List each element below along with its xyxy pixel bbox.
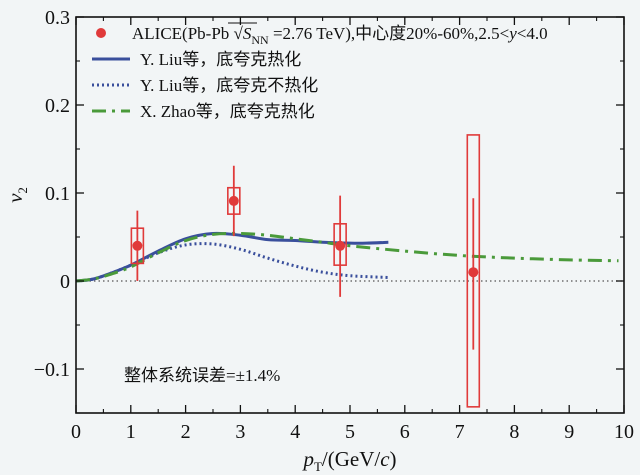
x-axis-title: pT/(GeV/c) (301, 447, 396, 474)
legend-label-dotted: Y. Liu等，底夸克不热化 (140, 76, 318, 95)
legend-label-alice-part: ALICE(Pb-Pb (132, 24, 234, 43)
x-tick-label: 9 (564, 421, 574, 443)
legend-label-alice: ALICE(Pb-Pb √SNN =2.76 TeV),中心度20%-60%,2… (132, 24, 548, 47)
legend-marker-alice (96, 28, 106, 38)
legend: ALICE(Pb-Pb √SNN =2.76 TeV),中心度20%-60%,2… (92, 22, 548, 385)
model-curve-dash-dot (75, 231, 619, 283)
y-tick-label: 0.3 (45, 7, 70, 29)
legend-label-alice-part: √ (234, 24, 244, 43)
x-tick-label: 2 (181, 421, 191, 443)
data-point (132, 240, 143, 251)
legend-label-alice-part: =2.76 TeV),中心度20%-60%,2.5< (269, 24, 510, 43)
data-point (335, 240, 346, 251)
systematic-error-note: 整体系统误差=±1.4% (124, 366, 280, 385)
data-point (468, 267, 479, 278)
x-tick-label: 8 (509, 421, 519, 443)
x-axis-title-part: p (301, 447, 314, 471)
legend-label-solid: Y. Liu等，底夸克热化 (140, 50, 301, 69)
data-points (130, 134, 481, 408)
x-axis-title-part: /(GeV/ (322, 447, 380, 471)
x-tick-label: 7 (455, 421, 465, 443)
legend-label-alice-part: S (243, 24, 252, 43)
x-tick-label: 5 (345, 421, 355, 443)
x-tick-label: 6 (400, 421, 410, 443)
x-tick-label: 4 (290, 421, 300, 443)
x-tick-label: 10 (614, 421, 634, 443)
axis-ticks: 0 1 2 3 4 5 6 7 8 9 10 −0.1 0 0.1 0.2 0.3 (34, 7, 634, 443)
legend-label-alice-part: y (507, 24, 517, 43)
y-axis-title-part: 2 (15, 187, 30, 194)
legend-label-dash-dot: X. Zhao等，底夸克热化 (140, 102, 315, 121)
x-axis-title-part: c (380, 447, 390, 471)
systematic-error-box (466, 134, 481, 408)
legend-label-alice-part: <4.0 (517, 24, 548, 43)
legend-label-alice-part: NN (251, 33, 269, 47)
y-tick-label: 0.1 (45, 183, 70, 205)
x-tick-label: 3 (235, 421, 245, 443)
data-point (228, 195, 239, 206)
x-axis-title-part: ) (390, 447, 397, 471)
x-axis-title-part: T (314, 459, 322, 474)
axis-titles: pT/(GeV/c)v2 (3, 187, 397, 474)
y-tick-label: −0.1 (34, 359, 70, 381)
x-tick-label: 1 (126, 421, 136, 443)
y-tick-label: 0 (60, 271, 70, 293)
x-tick-label: 0 (71, 421, 81, 443)
y-tick-label: 0.2 (45, 95, 70, 117)
model-curve-dotted (75, 242, 389, 283)
y-axis-title-part: v (3, 193, 27, 203)
y-axis-title: v2 (3, 187, 30, 203)
model-curves (75, 231, 619, 283)
